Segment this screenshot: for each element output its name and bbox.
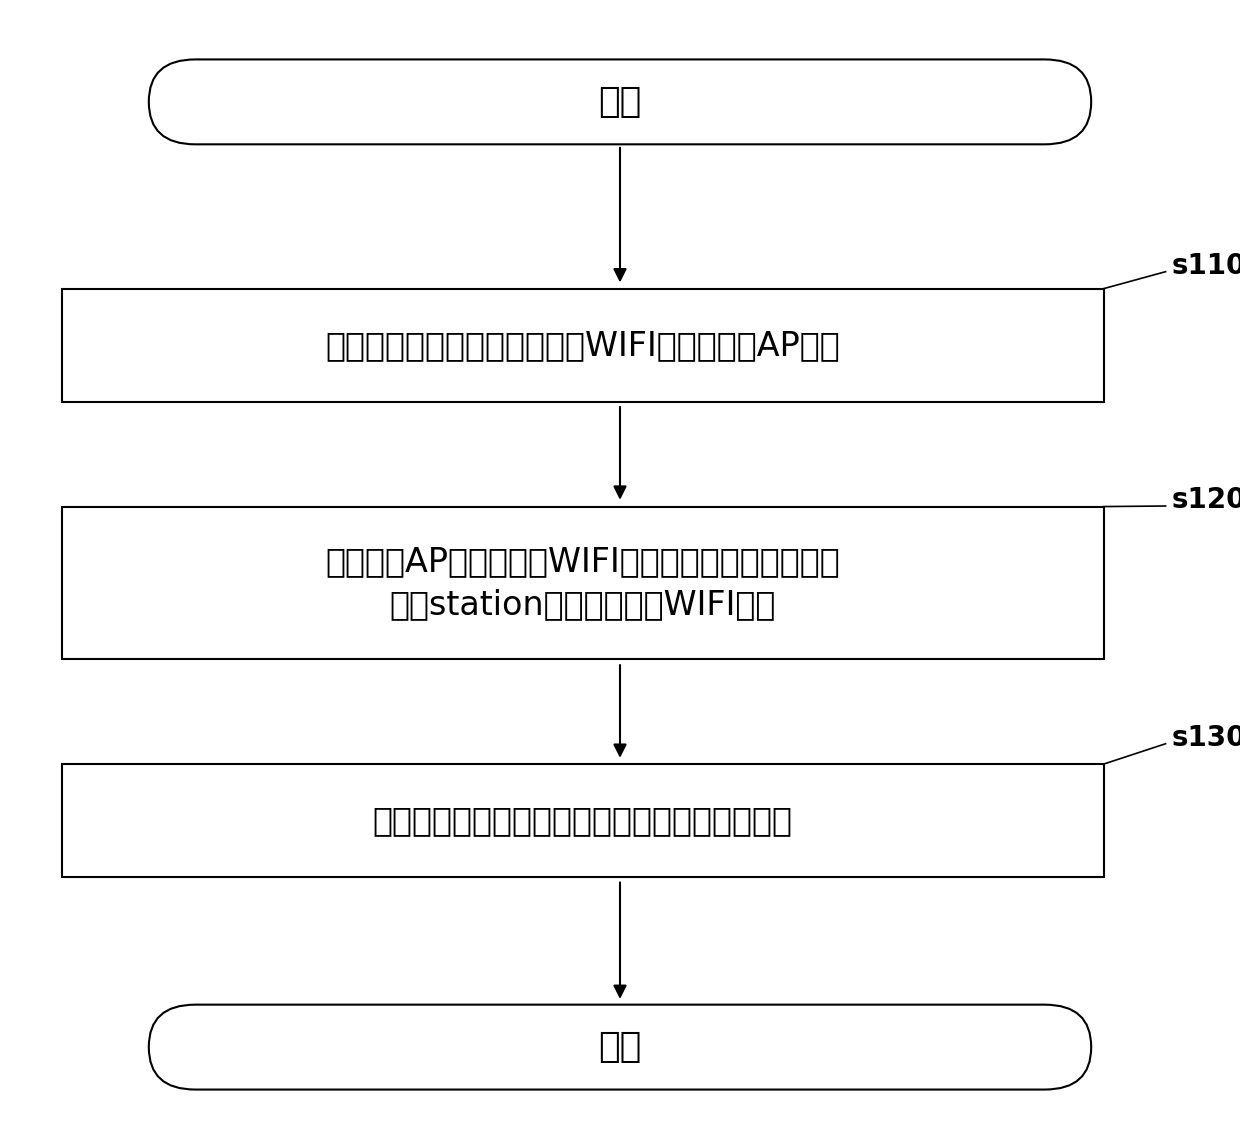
FancyBboxPatch shape <box>149 1005 1091 1089</box>
Text: 结束: 结束 <box>599 1030 641 1064</box>
Text: 控制器将待调试设备中的空闲WIFI模块切换为AP模式: 控制器将待调试设备中的空闲WIFI模块切换为AP模式 <box>325 328 841 362</box>
Text: 控制待调试设备启动与调度中心的调试数据交互: 控制待调试设备启动与调度中心的调试数据交互 <box>373 804 792 838</box>
FancyBboxPatch shape <box>62 764 1104 877</box>
FancyBboxPatch shape <box>149 60 1091 144</box>
Text: 将切换为AP模式的空闲WIFI模块连接至待调试设备中
处于station模式的主连接WIFI模块: 将切换为AP模式的空闲WIFI模块连接至待调试设备中 处于station模式的主… <box>325 544 841 621</box>
Text: s130: s130 <box>1172 724 1240 752</box>
Text: s110: s110 <box>1172 252 1240 280</box>
Text: s120: s120 <box>1172 487 1240 514</box>
FancyBboxPatch shape <box>62 507 1104 659</box>
Text: 开始: 开始 <box>599 85 641 119</box>
FancyBboxPatch shape <box>62 289 1104 402</box>
